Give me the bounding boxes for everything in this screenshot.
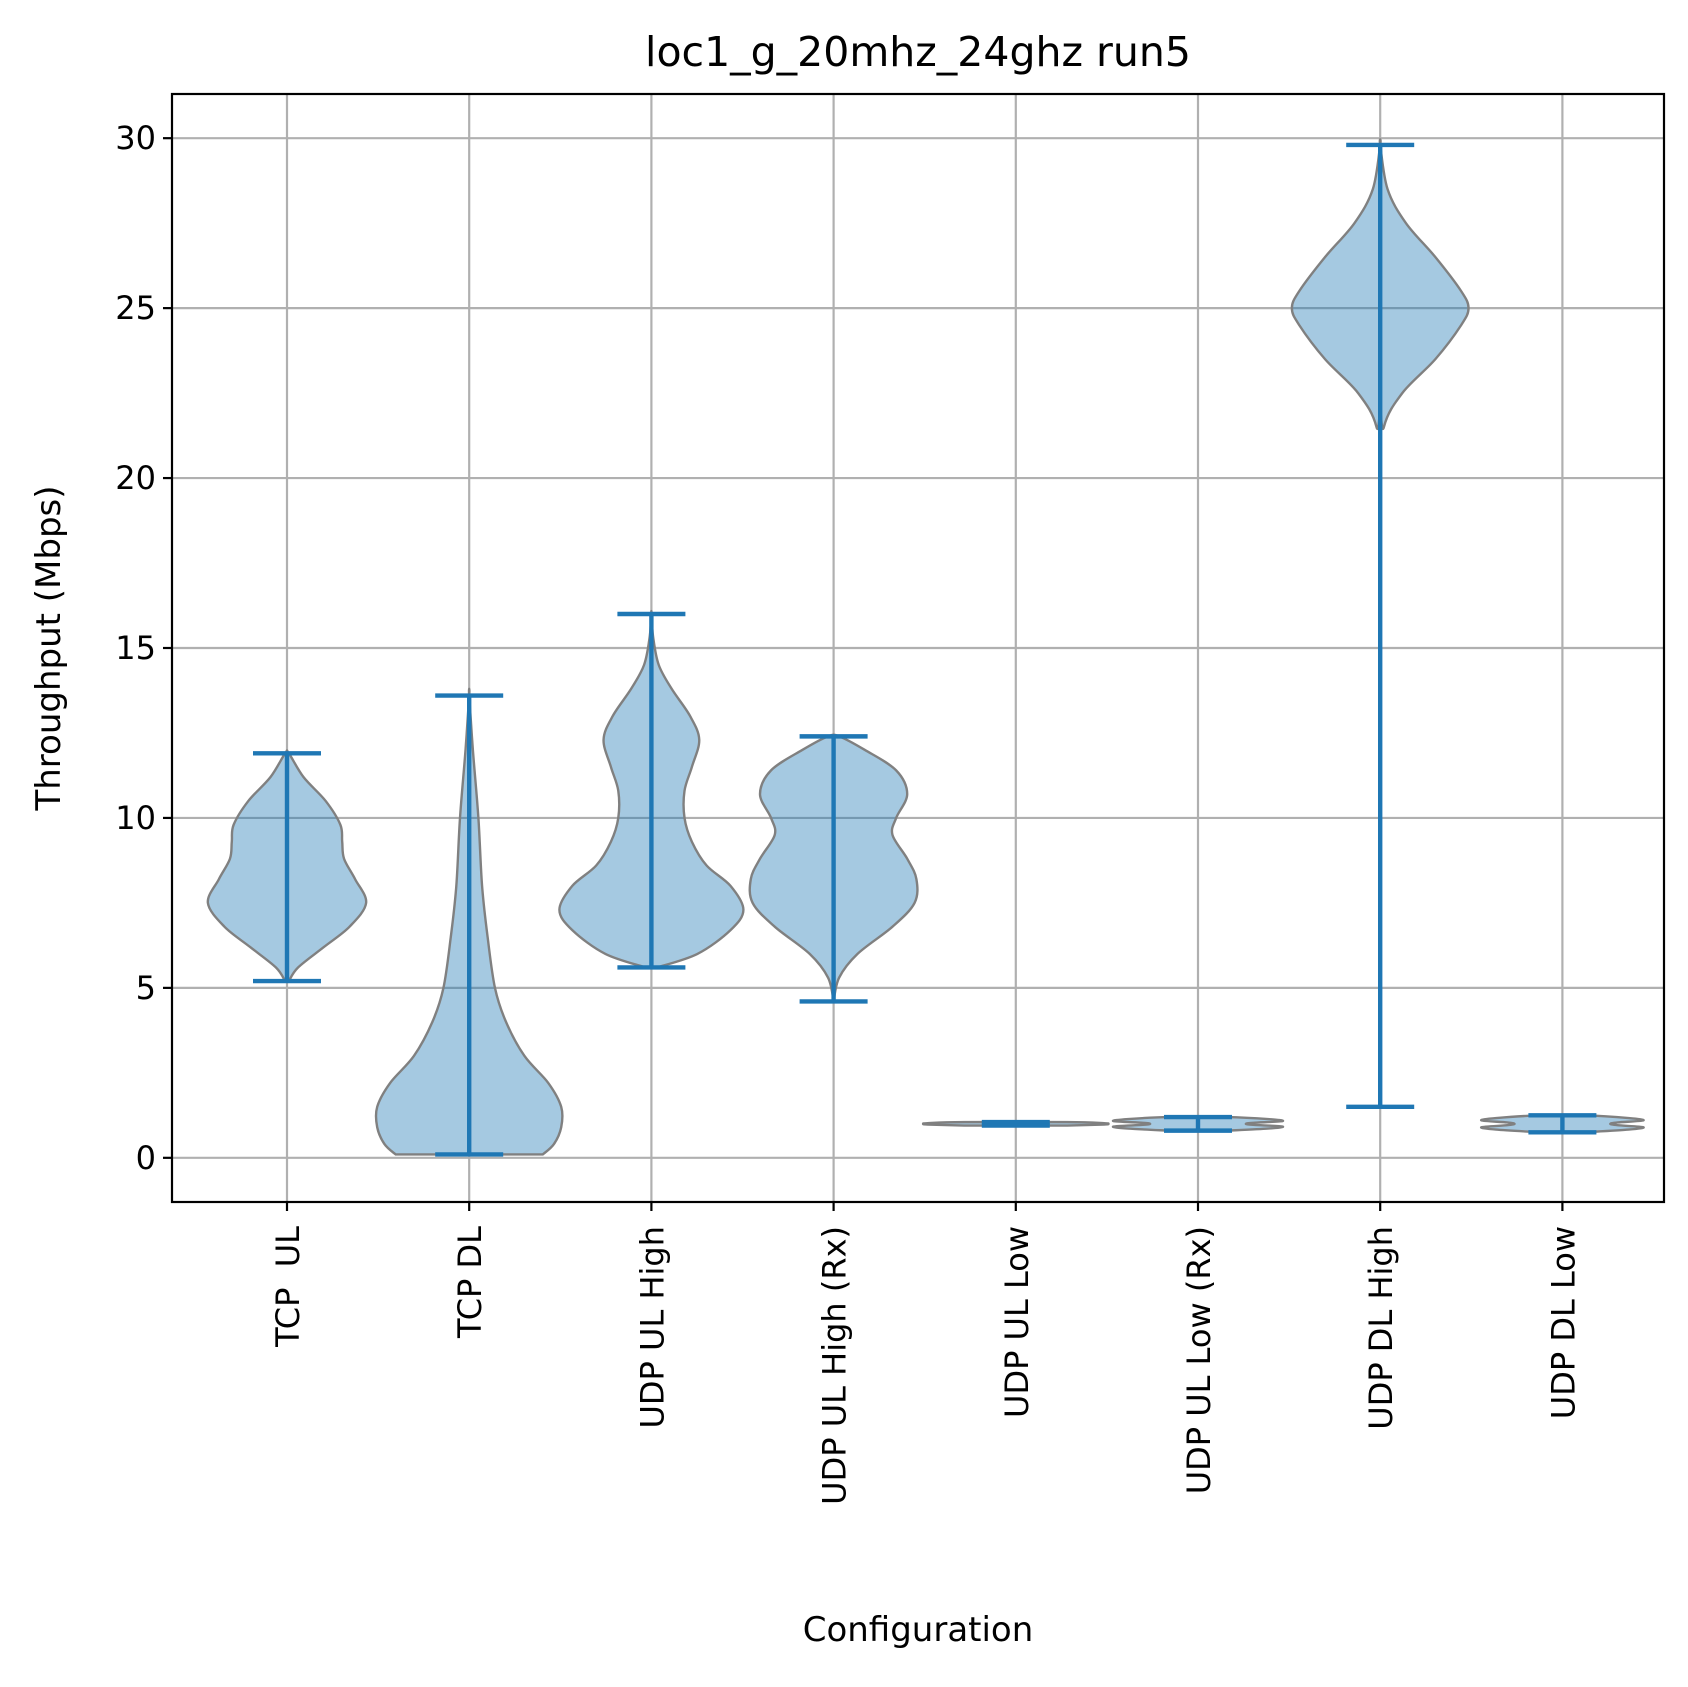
y-axis-title: Throughput (Mbps)	[29, 485, 69, 811]
x-tick-label: UDP UL High	[633, 1226, 671, 1429]
violin-group	[374, 687, 564, 1157]
x-axis-title: Configuration	[803, 1610, 1034, 1650]
chart-title: loc1_g_20mhz_24ghz run5	[645, 28, 1191, 76]
violin-group	[748, 733, 919, 1004]
violin-layer	[206, 138, 1645, 1157]
y-tick-label: 15	[115, 629, 156, 667]
x-tick-label: UDP DL Low	[1544, 1226, 1582, 1419]
y-tick-label: 5	[136, 969, 156, 1007]
x-tick-label: TCP UL	[269, 1226, 307, 1348]
y-tick-layer: 0 5 10 15 20 25 30	[115, 119, 172, 1177]
x-tick-label: UDP UL Low (Rx)	[1180, 1226, 1218, 1494]
grid-layer	[172, 94, 1664, 1202]
x-tick-layer: TCP UL TCP DL UDP UL High UDP UL High (Rx) U…	[269, 1202, 1582, 1505]
violin-group	[1479, 1113, 1645, 1135]
y-tick-label: 0	[136, 1139, 156, 1177]
violin-group	[921, 1119, 1110, 1128]
y-tick-label: 20	[115, 459, 156, 497]
x-tick-label: UDP UL Low	[998, 1226, 1036, 1418]
y-tick-label: 25	[115, 289, 156, 327]
x-tick-label: TCP DL	[451, 1226, 489, 1339]
violin-group	[1111, 1114, 1285, 1133]
x-tick-label: UDP UL High (Rx)	[816, 1226, 854, 1505]
x-tick-label: UDP DL High	[1362, 1226, 1400, 1430]
violin-group	[558, 609, 745, 970]
y-tick-label: 10	[115, 799, 156, 837]
violin-group	[1290, 138, 1470, 1110]
y-tick-label: 30	[115, 119, 156, 157]
violin-group	[206, 749, 368, 984]
